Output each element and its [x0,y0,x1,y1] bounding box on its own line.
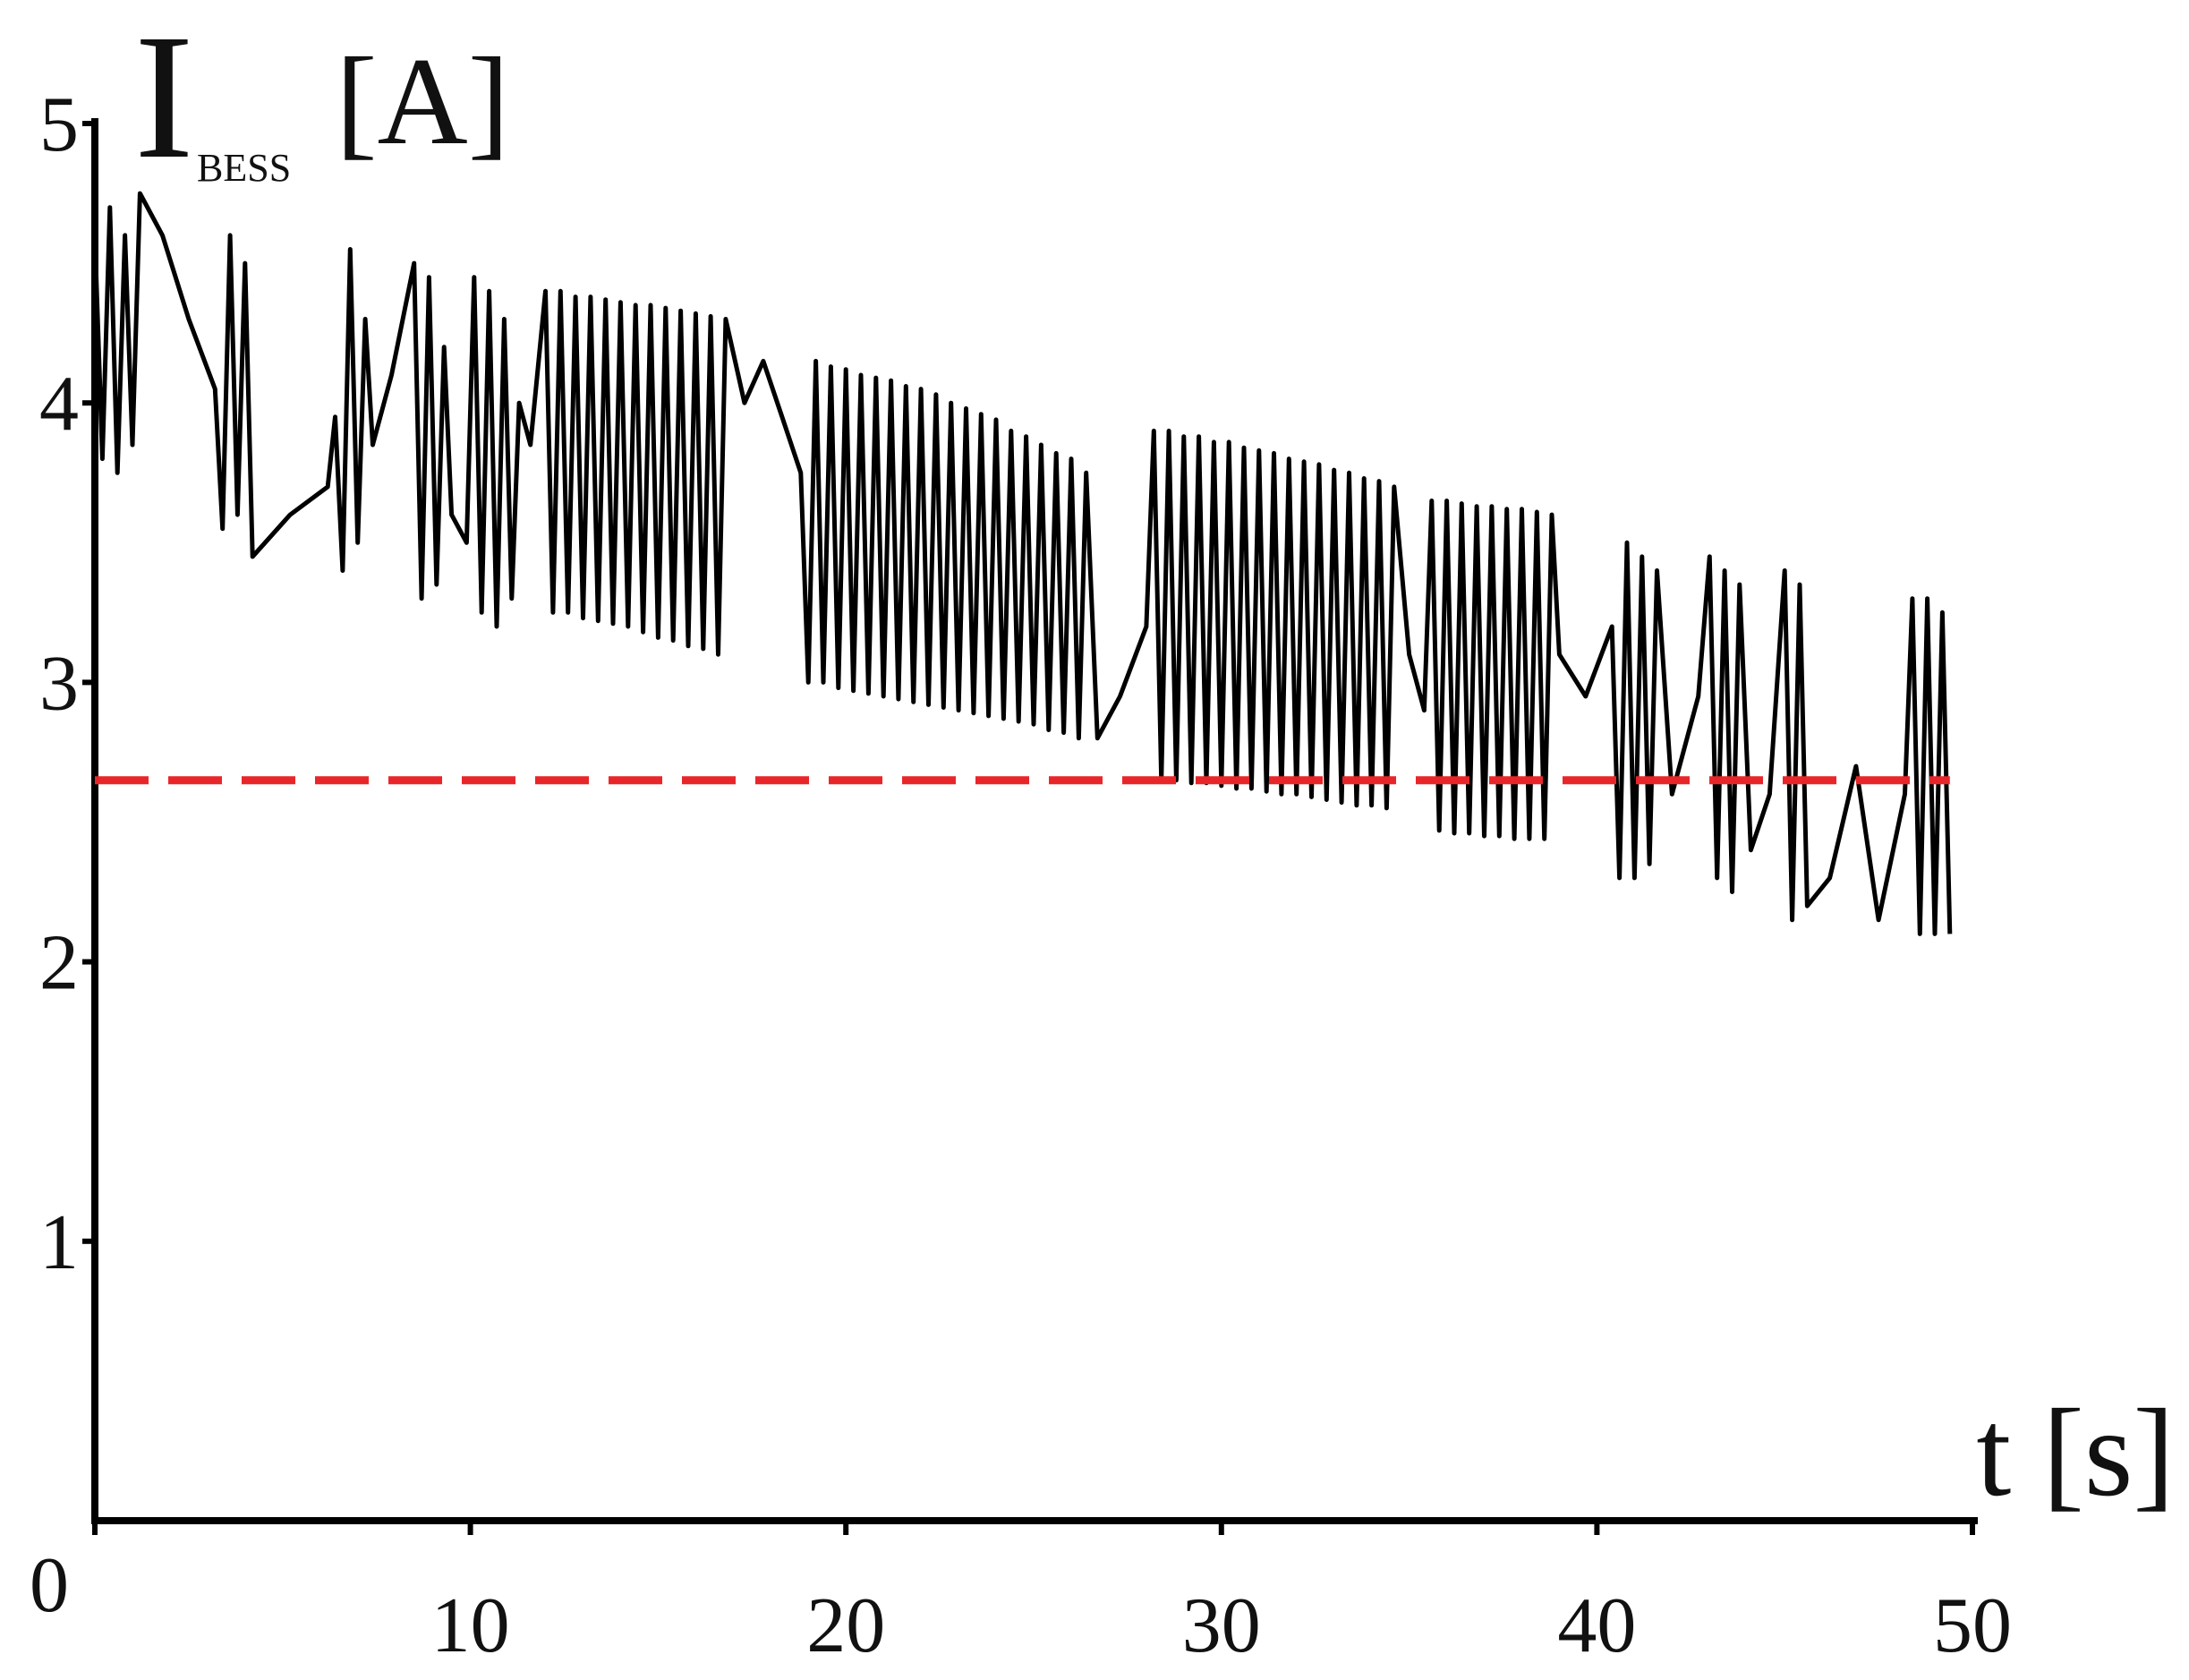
x-tick-label: 0 [30,1542,69,1629]
y-tick-label: 4 [39,361,79,448]
x-axis-label: t [s] [1976,1384,2175,1522]
data-line [92,191,1953,936]
y-axis-unit: [A] [336,32,509,171]
x-tick-label: 40 [1557,1582,1636,1669]
x-tick-label: 20 [806,1582,885,1669]
x-tick-label: 30 [1182,1582,1261,1669]
y-axis-subscript: BESS [197,146,291,190]
y-tick-label: 5 [39,81,79,168]
y-tick-label: 2 [39,920,79,1007]
x-tick-label: 10 [431,1582,510,1669]
y-tick-label: 1 [39,1199,79,1286]
y-tick-label: 3 [39,640,79,727]
x-tick-label: 50 [1933,1582,2012,1669]
y-axis-symbol: I [134,0,194,196]
